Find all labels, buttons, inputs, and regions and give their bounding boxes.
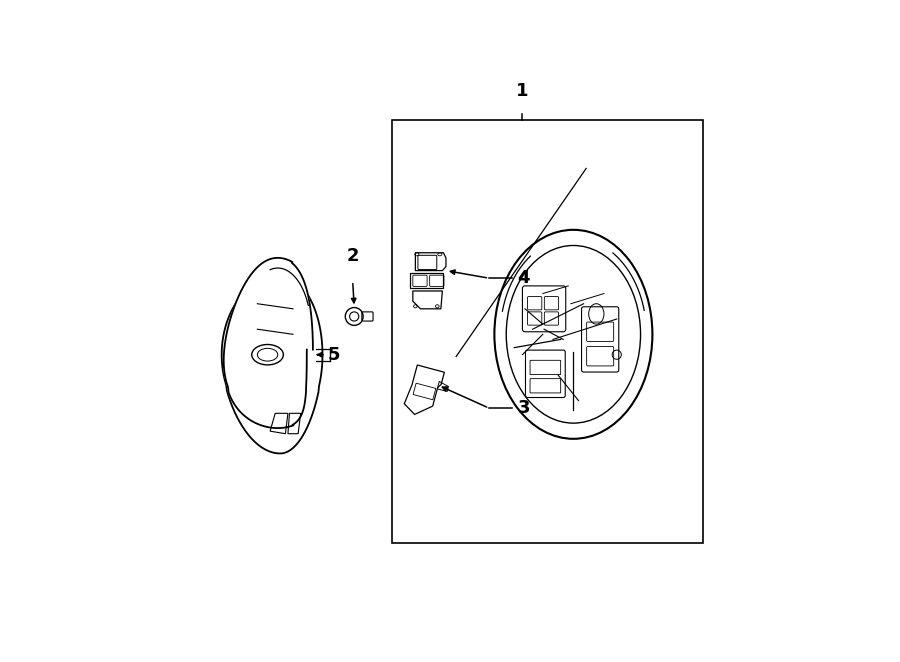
Text: 2: 2 [346,248,359,265]
Bar [392,120,704,544]
Text: 3: 3 [518,399,530,417]
Text: 5: 5 [328,346,339,363]
Text: 1: 1 [517,82,528,100]
Polygon shape [224,258,313,428]
Text: 4: 4 [518,269,530,287]
